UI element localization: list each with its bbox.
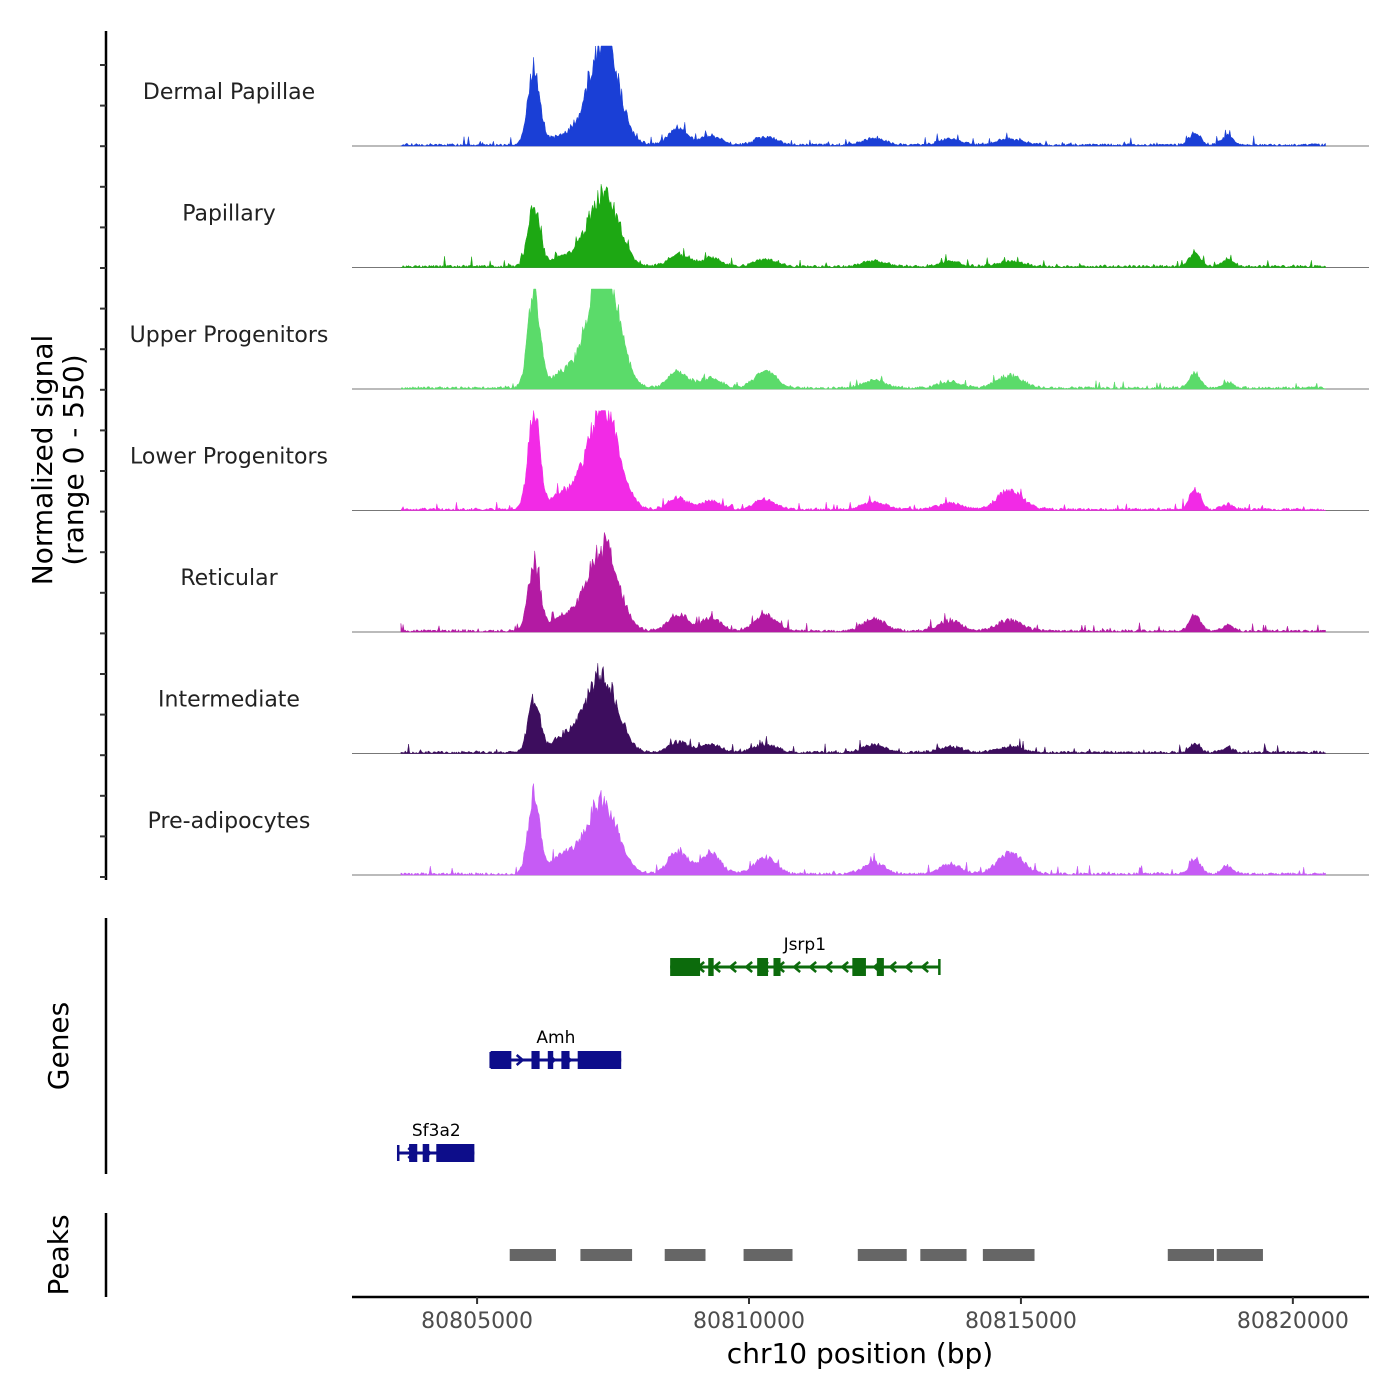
x-tick-label: 80810000 — [693, 1309, 805, 1334]
strand-arrow — [904, 961, 913, 973]
peak-region — [664, 1249, 706, 1261]
x-axis-ticks: 80805000 80810000 80815000 80820000 — [421, 1297, 1349, 1334]
peak-region — [982, 1249, 1035, 1261]
signal-area — [400, 409, 1326, 512]
y-axis-title-line1: Normalized signal — [26, 335, 59, 586]
gene-label: Jsrp1 — [783, 935, 826, 955]
exon — [876, 958, 884, 976]
track-intermediate: Intermediate — [158, 663, 1369, 755]
strand-arrow — [515, 1054, 525, 1066]
exon — [577, 1051, 622, 1069]
x-tick-label: 80815000 — [965, 1309, 1077, 1334]
exon — [561, 1051, 570, 1069]
exon — [708, 958, 714, 976]
strand-arrow — [728, 961, 737, 973]
peak-region — [920, 1249, 967, 1261]
track-label: Intermediate — [158, 688, 300, 713]
exon — [422, 1144, 430, 1162]
track-label: Upper Progenitors — [130, 323, 329, 348]
peak-region — [1216, 1249, 1263, 1261]
exon — [773, 958, 781, 976]
x-axis-title: chr10 position (bp) — [727, 1337, 993, 1370]
track-reticular: Reticular — [180, 532, 1369, 633]
signal-area — [400, 663, 1326, 755]
gene-label: Amh — [536, 1028, 575, 1048]
exon — [436, 1144, 475, 1162]
peak-region — [509, 1249, 556, 1261]
signal-tracks: Dermal Papillae Papillary Upper Progenitor… — [130, 45, 1369, 876]
track-papillary: Papillary — [182, 184, 1369, 269]
peak-region — [1167, 1249, 1215, 1261]
exon — [670, 958, 701, 976]
track-label: Pre-adipocytes — [148, 809, 311, 834]
track-pre-adipocytes: Pre-adipocytes — [148, 783, 1369, 876]
peaks-panel-title: Peaks — [42, 1214, 75, 1295]
exon — [757, 958, 769, 976]
signal-area — [400, 532, 1326, 633]
signal-y-axis-ticks — [100, 64, 106, 878]
track-label: Reticular — [180, 566, 278, 591]
gene-sf3a2: Sf3a2 — [396, 1121, 475, 1162]
strand-arrow — [920, 961, 929, 973]
peaks-panel — [509, 1249, 1263, 1261]
exon — [490, 1051, 512, 1069]
exon — [409, 1144, 418, 1162]
track-lower-progenitors: Lower Progenitors — [130, 409, 1369, 512]
strand-arrow — [840, 961, 849, 973]
gene-jsrp1: Jsrp1 — [670, 935, 941, 976]
x-tick-label: 80805000 — [421, 1309, 533, 1334]
peak-region — [580, 1249, 633, 1261]
strand-arrow — [744, 961, 753, 973]
exon — [547, 1051, 554, 1069]
track-upper-progenitors: Upper Progenitors — [130, 288, 1369, 390]
track-label: Lower Progenitors — [130, 445, 328, 470]
track-label: Papillary — [182, 202, 276, 227]
y-axis-title: Normalized signal (range 0 - 550) — [26, 335, 90, 586]
x-tick-label: 80820000 — [1237, 1309, 1349, 1334]
signal-area — [400, 184, 1326, 269]
signal-area — [400, 45, 1326, 147]
exon — [852, 958, 866, 976]
genes-panel: Jsrp1 Amh Sf3a2 — [396, 935, 941, 1162]
strand-arrow — [808, 961, 817, 973]
exon — [531, 1051, 540, 1069]
track-dermal-papillae: Dermal Papillae — [143, 45, 1369, 147]
strand-arrow — [824, 961, 833, 973]
strand-arrow — [792, 961, 801, 973]
genes-panel-title: Genes — [42, 1002, 75, 1090]
y-axis-title-line2: (range 0 - 550) — [57, 354, 90, 565]
signal-area — [400, 783, 1326, 876]
gene-label: Sf3a2 — [412, 1121, 461, 1141]
track-label: Dermal Papillae — [143, 80, 315, 105]
peak-region — [857, 1249, 907, 1261]
strand-arrow — [712, 961, 721, 973]
strand-arrow — [888, 961, 897, 973]
gene-amh: Amh — [489, 1028, 622, 1069]
peak-region — [743, 1249, 793, 1261]
signal-area — [400, 288, 1326, 390]
